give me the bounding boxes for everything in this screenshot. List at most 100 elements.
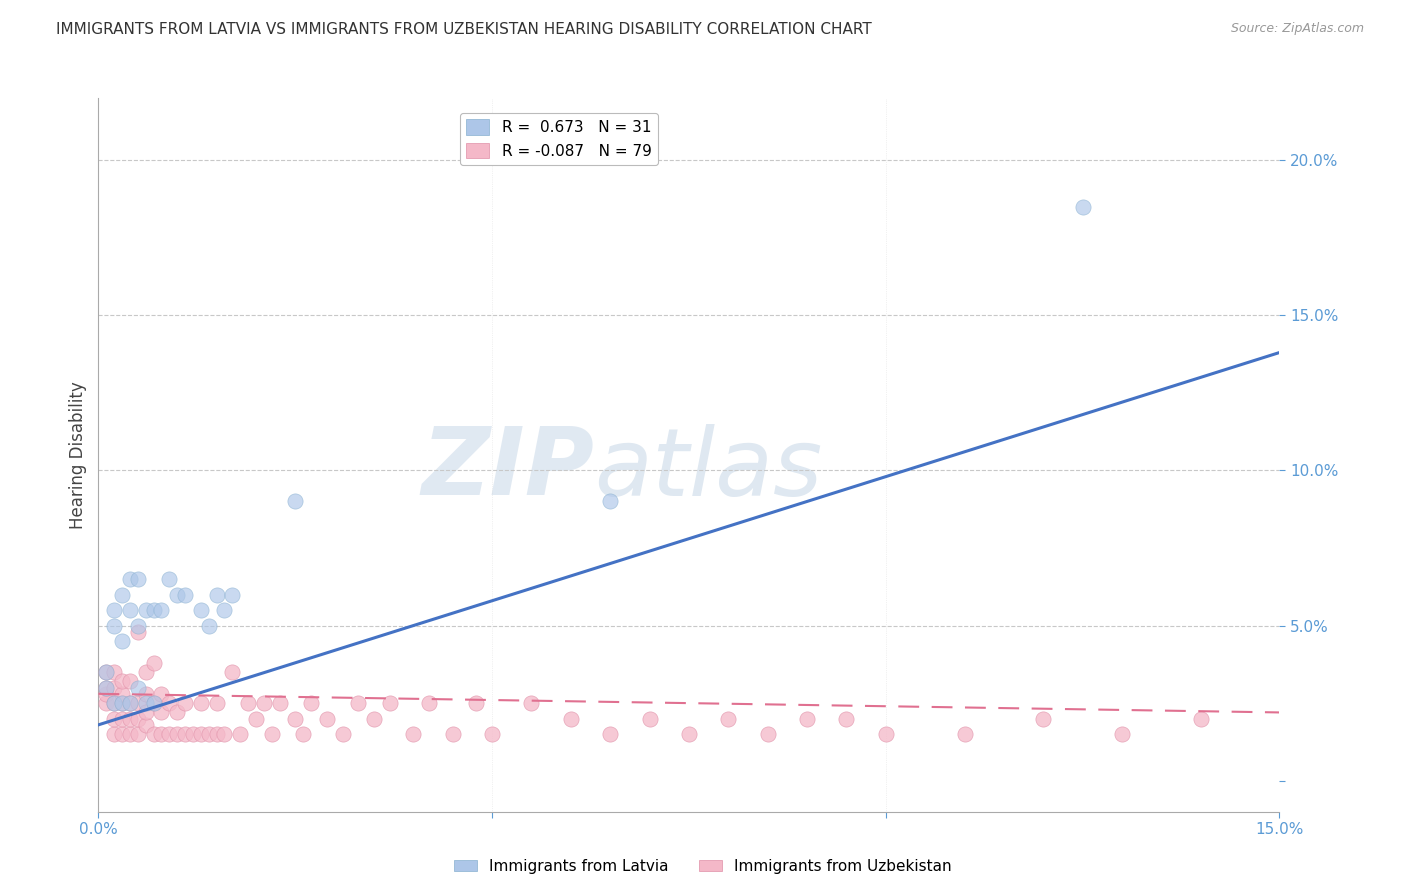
Point (299, 696, 322, 710)
Point (190, 727, 212, 741)
Point (103, 727, 125, 741)
Point (150, 687, 173, 701)
Point (284, 494, 307, 508)
Point (197, 727, 219, 741)
Point (127, 727, 149, 741)
Point (150, 727, 173, 741)
Point (347, 696, 370, 710)
Y-axis label: Hearing Disability: Hearing Disability (69, 381, 87, 529)
Point (315, 712, 337, 726)
Point (111, 687, 134, 701)
Point (678, 727, 700, 741)
Point (292, 727, 315, 741)
Point (599, 494, 621, 508)
Point (214, 727, 236, 741)
Point (103, 603, 125, 617)
Text: IMMIGRANTS FROM LATVIA VS IMMIGRANTS FROM UZBEKISTAN HEARING DISABILITY CORRELAT: IMMIGRANTS FROM LATVIA VS IMMIGRANTS FRO… (56, 22, 872, 37)
Point (96, 681, 118, 695)
Point (174, 588, 197, 602)
Point (205, 696, 228, 710)
Text: ZIP: ZIP (422, 423, 595, 516)
Point (796, 712, 818, 726)
Legend: R =  0.673   N = 31, R = -0.087   N = 79: R = 0.673 N = 31, R = -0.087 N = 79 (460, 113, 658, 165)
Point (135, 696, 157, 710)
Point (181, 727, 204, 741)
Point (111, 696, 134, 710)
Point (236, 696, 259, 710)
Text: Source: ZipAtlas.com: Source: ZipAtlas.com (1230, 22, 1364, 36)
Point (875, 727, 897, 741)
Point (953, 727, 976, 741)
Point (229, 727, 252, 741)
Point (441, 727, 464, 741)
Point (135, 706, 157, 720)
Point (103, 681, 125, 695)
Point (111, 634, 134, 648)
Point (118, 674, 141, 689)
Point (150, 706, 173, 720)
Point (253, 696, 276, 710)
Point (378, 696, 401, 710)
Point (157, 696, 180, 710)
Point (402, 727, 425, 741)
Point (96, 665, 118, 679)
Point (96, 696, 118, 710)
Point (157, 572, 180, 586)
Point (221, 588, 243, 602)
Point (166, 706, 188, 720)
Point (756, 727, 779, 741)
Point (127, 618, 149, 632)
Point (1189, 712, 1212, 726)
Point (118, 603, 141, 617)
Point (118, 712, 141, 726)
Point (96, 681, 118, 695)
Point (717, 712, 740, 726)
Point (1111, 727, 1133, 741)
Point (111, 588, 134, 602)
Point (174, 727, 197, 741)
Point (166, 588, 188, 602)
Point (111, 674, 134, 689)
Point (269, 696, 291, 710)
Point (111, 696, 134, 710)
Point (142, 696, 165, 710)
Point (205, 588, 228, 602)
Point (363, 712, 385, 726)
Point (135, 603, 157, 617)
Point (118, 727, 141, 741)
Point (127, 681, 149, 695)
Point (599, 727, 621, 741)
Point (127, 624, 149, 639)
Point (103, 696, 125, 710)
Point (135, 687, 157, 701)
Point (127, 696, 149, 710)
Point (174, 696, 197, 710)
Point (1071, 200, 1094, 214)
Point (332, 727, 354, 741)
Point (96, 665, 118, 679)
Point (1032, 712, 1054, 726)
Point (260, 727, 283, 741)
Point (284, 712, 307, 726)
Point (135, 718, 157, 732)
Point (118, 696, 141, 710)
Point (166, 727, 188, 741)
Point (118, 696, 141, 710)
Point (135, 665, 157, 679)
Point (103, 712, 125, 726)
Point (157, 727, 180, 741)
Point (127, 712, 149, 726)
Point (118, 572, 141, 586)
Point (190, 696, 212, 710)
Legend: Immigrants from Latvia, Immigrants from Uzbekistan: Immigrants from Latvia, Immigrants from … (449, 853, 957, 880)
Point (150, 603, 173, 617)
Point (418, 696, 440, 710)
Point (197, 618, 219, 632)
Point (221, 665, 243, 679)
Point (127, 572, 149, 586)
Text: atlas: atlas (595, 424, 823, 515)
Point (96, 687, 118, 701)
Point (142, 727, 165, 741)
Point (245, 712, 267, 726)
Point (190, 603, 212, 617)
